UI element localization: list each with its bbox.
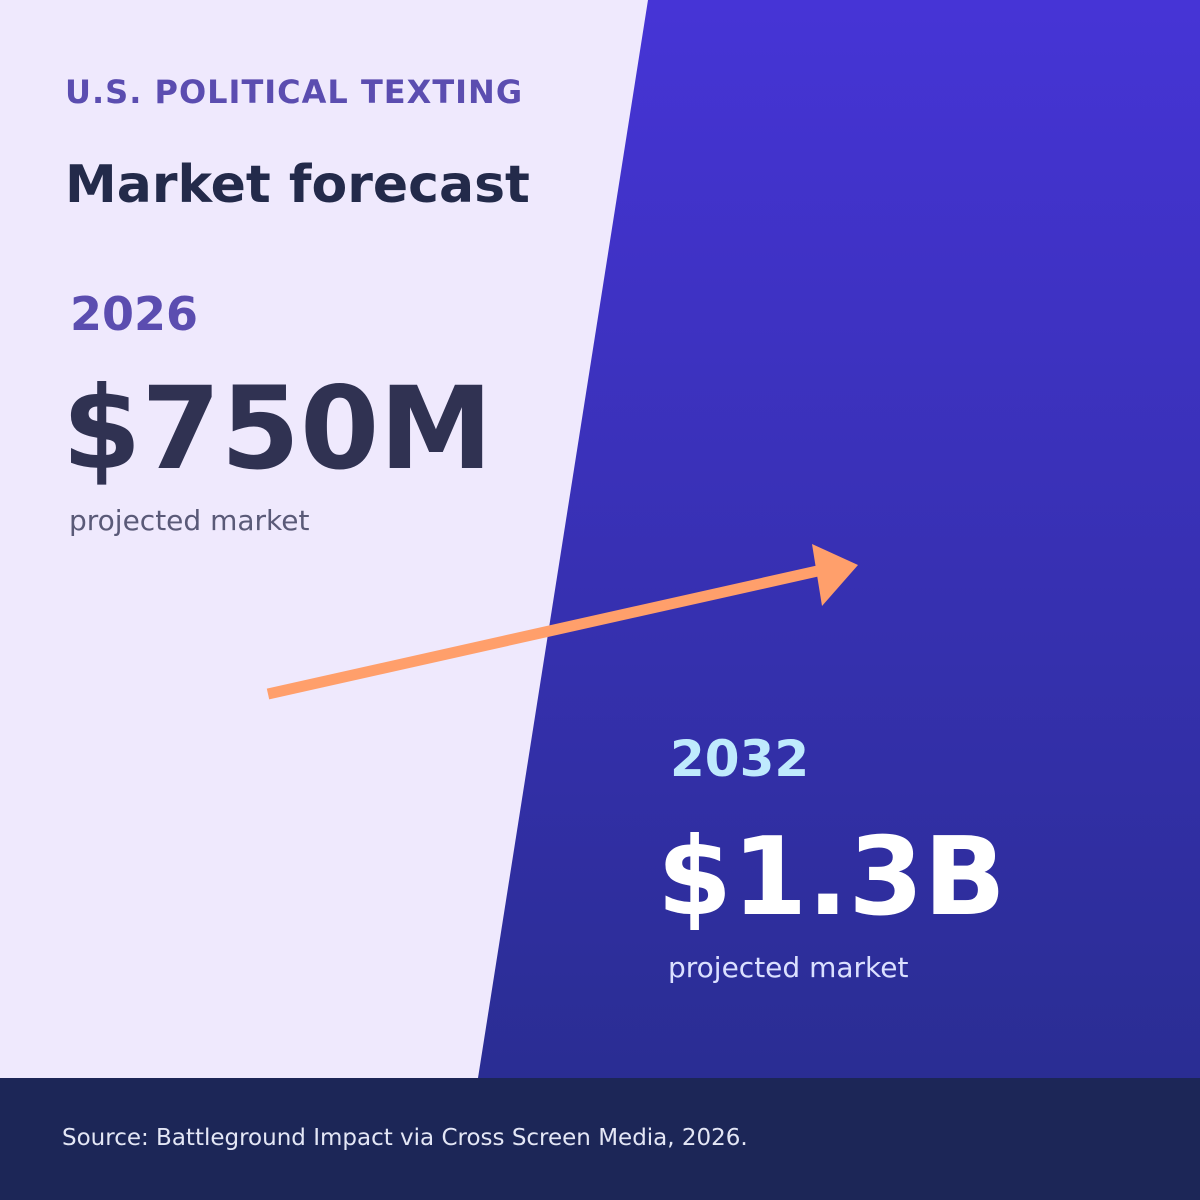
arrow-head: [812, 544, 858, 606]
arrow-line: [266, 564, 824, 700]
panel: [478, 0, 1200, 1078]
footer-bar: [0, 1078, 1200, 1200]
source: Source: Battleground Impact via Cross Sc…: [62, 1125, 748, 1151]
stat-label: projected market: [69, 504, 309, 537]
stat-label: projected market: [668, 951, 908, 984]
stat-value: $1.3B: [657, 815, 1006, 940]
title: Market forecast: [65, 155, 530, 215]
stat-year: 2032: [670, 730, 809, 788]
stat-year: 2026: [70, 287, 198, 341]
kicker: U.S. POLITICAL TEXTING: [65, 73, 523, 111]
stat-value: $750M: [62, 362, 493, 495]
